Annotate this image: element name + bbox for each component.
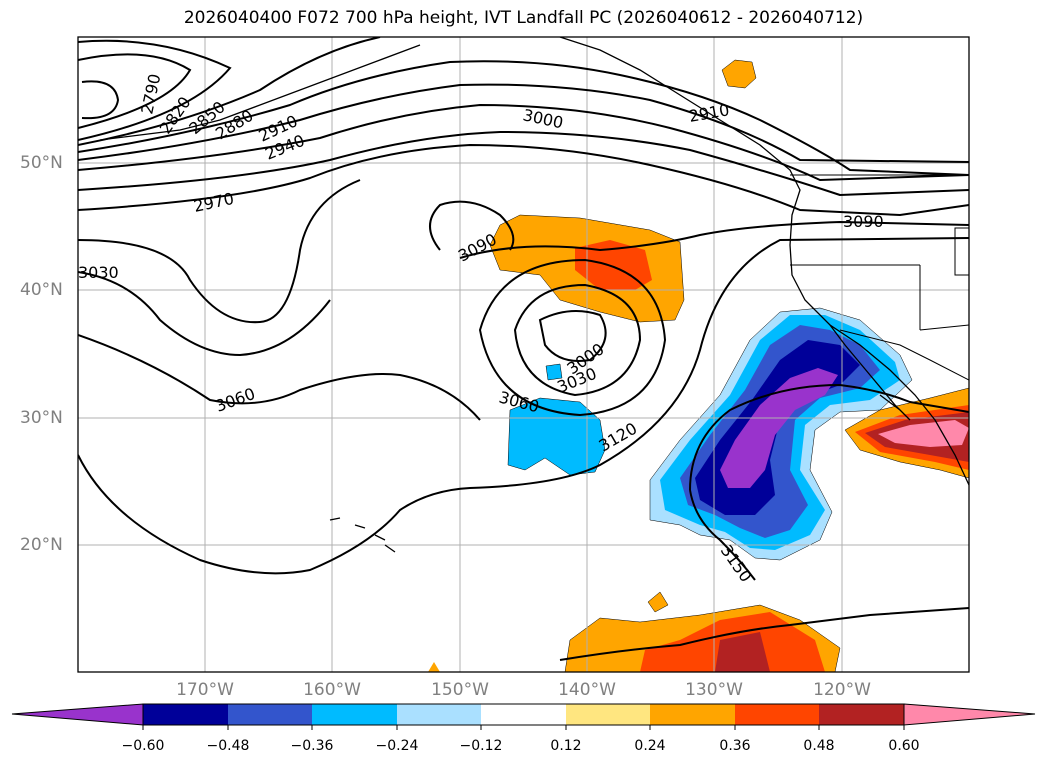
lon-label: 160°W — [303, 680, 361, 700]
contour-3150-trough — [689, 383, 969, 491]
height-contours — [78, 37, 969, 661]
colorbar-tick-label: 0.36 — [719, 738, 751, 754]
colorbar-tick-label: −0.36 — [290, 738, 334, 754]
coastlines — [99, 37, 969, 553]
contour-3150 — [559, 607, 969, 661]
contour-2850 — [78, 37, 381, 146]
positive-anomaly-south-high — [715, 632, 770, 672]
graticule — [78, 37, 969, 672]
colorbar-swatch — [819, 704, 904, 725]
positive-anomaly-alaska — [721, 59, 757, 89]
lon-label: 140°W — [558, 680, 616, 700]
colorbar-swatch — [650, 704, 735, 725]
colorbar-arrow-left — [11, 703, 144, 726]
lat-label: 20°N — [20, 535, 63, 555]
north-america-coast — [559, 37, 969, 486]
lon-label: 120°W — [813, 680, 871, 700]
contour-3120 — [78, 237, 969, 575]
contour-low-north — [81, 80, 120, 120]
lat-label: 30°N — [20, 408, 63, 428]
contour-2790 — [78, 53, 192, 129]
lat-label: 50°N — [20, 153, 63, 173]
contour-label: 3030 — [78, 263, 119, 282]
contour-3150-label-line — [689, 489, 756, 581]
colorbar-tick-label: 0.24 — [634, 738, 666, 754]
contour-3090 — [459, 220, 969, 259]
contour-label: 2970 — [192, 189, 236, 216]
lon-label: 170°W — [176, 680, 234, 700]
contour-label: 2790 — [137, 72, 164, 116]
negative-anomaly-central — [507, 397, 606, 476]
map-frame — [77, 36, 970, 673]
colorbar-tick-label: −0.60 — [121, 738, 165, 754]
positive-anomaly-tiny — [428, 662, 440, 672]
colorbar-ticks — [142, 725, 905, 730]
colorbar-tick-label: −0.12 — [459, 738, 503, 754]
baja-california — [829, 324, 911, 421]
contour-ridge-west — [78, 179, 361, 324]
colorbar-tick-label: 0.60 — [888, 738, 920, 754]
lon-label: 130°W — [685, 680, 743, 700]
contour-label: 3120 — [596, 419, 641, 456]
contour-2880 — [78, 60, 969, 176]
contour-low-3030 — [478, 258, 667, 417]
colorbar-tick-label: −0.48 — [206, 738, 250, 754]
colorbar-tick-label: 0.12 — [550, 738, 582, 754]
negative-anomaly-plume-core — [720, 368, 838, 488]
colorbar-frame — [142, 703, 905, 726]
mexico-border — [839, 329, 969, 381]
colorbar-swatch — [143, 704, 228, 725]
colorbar-swatch — [397, 704, 481, 725]
lat-label: 40°N — [20, 280, 63, 300]
contour-3090-loop — [429, 200, 515, 251]
contour-2940 — [78, 103, 969, 182]
contour-2820 — [78, 39, 232, 141]
chart-title: 2026040400 F072 700 hPa height, IVT Land… — [183, 8, 864, 28]
us-border — [790, 174, 969, 331]
colorbar-swatch — [481, 704, 566, 725]
hawaii-islands — [329, 517, 396, 553]
colorbar-swatch — [735, 704, 819, 725]
negative-anomaly-small — [545, 363, 563, 381]
colorbar-arrow-right — [903, 703, 1036, 726]
lon-label: 150°W — [431, 680, 489, 700]
colorbar-swatch — [228, 704, 312, 725]
contour-3000-north — [78, 143, 969, 217]
contour-2970 — [78, 130, 969, 197]
aleutian-islands — [99, 44, 421, 141]
contour-low-inner — [538, 310, 607, 362]
contour-label: 3090 — [843, 212, 884, 231]
contour-label: 3060 — [213, 384, 258, 416]
contour-2910 — [78, 83, 969, 163]
colorbar-swatch — [312, 704, 397, 725]
positive-anomaly-small — [647, 591, 669, 613]
colorbar-swatch — [566, 704, 650, 725]
contour-3030 — [78, 271, 331, 357]
colorbar-tick-label: 0.48 — [803, 738, 835, 754]
ivt-shading — [428, 59, 969, 672]
colorbar-tick-label: −0.24 — [375, 738, 419, 754]
contour-low-3000 — [513, 283, 642, 397]
colorbar — [11, 703, 1036, 730]
contour-3060 — [78, 334, 481, 421]
contour-label: 3090 — [455, 230, 500, 266]
